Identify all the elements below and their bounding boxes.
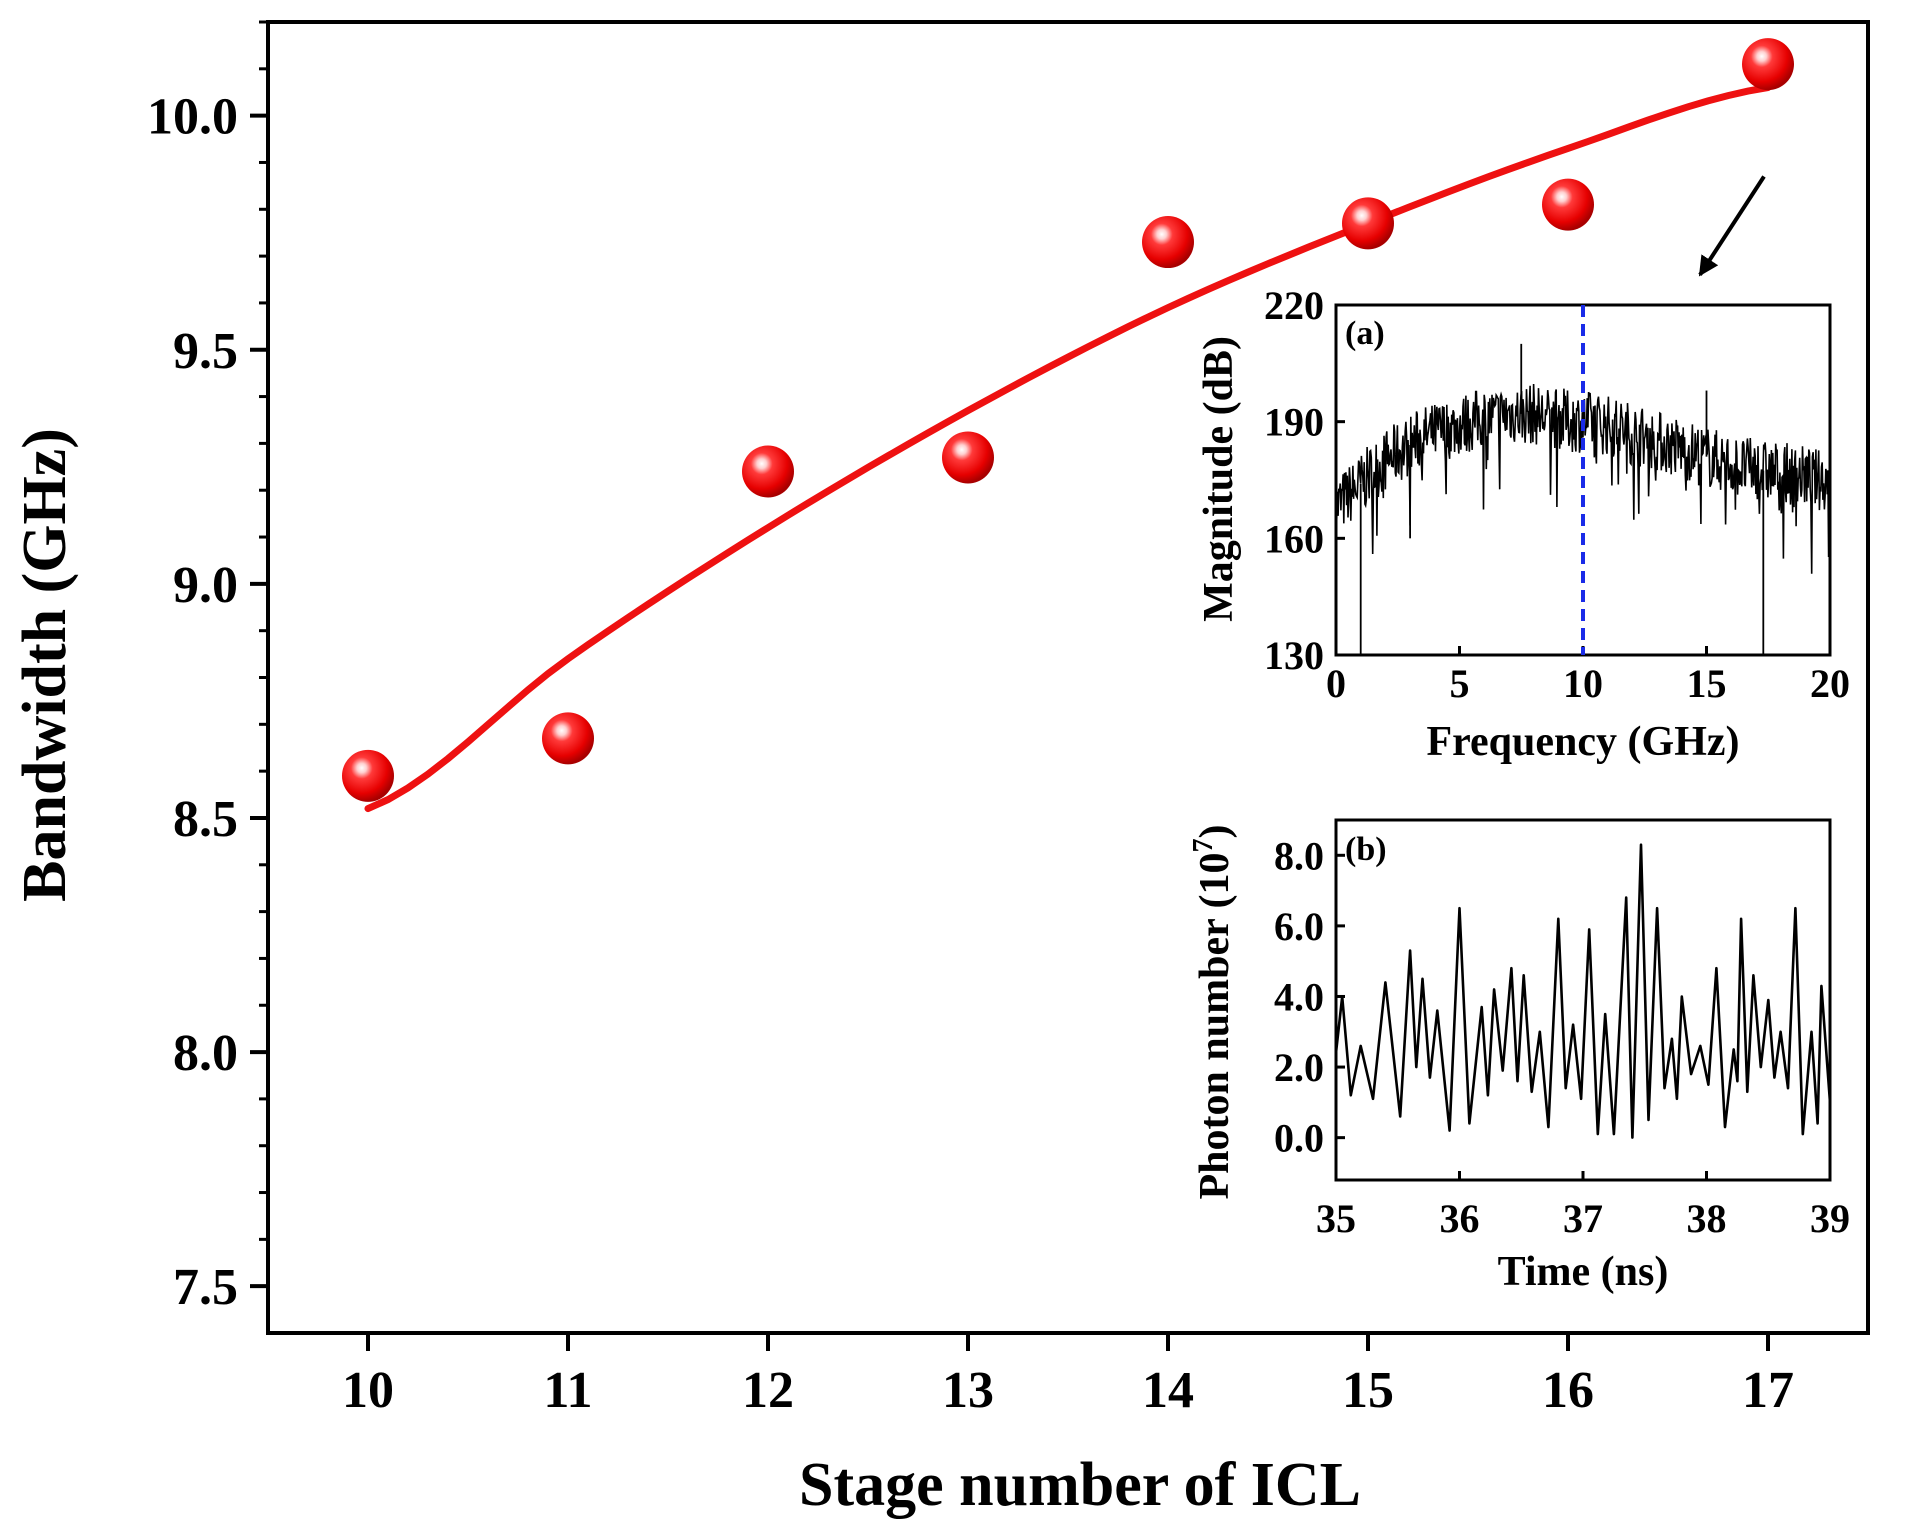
data-point: [1142, 216, 1194, 269]
inset-b-y-tick-label: 4.0: [1274, 974, 1324, 1019]
main-plot-frame: [266, 20, 1870, 1335]
inset-a-x-label: Frequency (GHz): [1427, 719, 1740, 765]
main-chart: 10 11 12 13 14 15 16 17 7.5 8.0 8.5 9.0 9.5 10.0 Sta…: [11, 20, 1870, 1519]
main-y-tick-labels: 7.5 8.0 8.5 9.0 9.5 10.0: [147, 89, 238, 1317]
main-x-tick-label: 15: [1342, 1362, 1394, 1419]
inset-b-y-label: Photon number (107): [1188, 825, 1238, 1200]
inset-a-x-tick-label: 10: [1563, 661, 1603, 706]
inset-b-y-tick-label: 0.0: [1274, 1116, 1324, 1161]
inset-a-y-tick-label: 190: [1264, 400, 1324, 445]
main-x-tick-label: 10: [342, 1362, 394, 1419]
data-point: [542, 712, 594, 765]
spectrum-spikes: [1359, 343, 1765, 655]
fit-curve: [364, 84, 1772, 813]
inset-b-panel-label: (b): [1345, 831, 1387, 868]
inset-a-y-label: Magnitude (dB): [1196, 336, 1242, 622]
inset-a-x-tick-label: 0: [1326, 661, 1346, 706]
arrow-annotation: [1698, 175, 1766, 277]
data-point: [742, 445, 794, 498]
main-x-tick-label: 14: [1142, 1362, 1194, 1419]
photon-number-line: [1334, 843, 1832, 1139]
main-y-tick-label: 9.5: [173, 323, 238, 380]
inset-b-x-tick-label: 36: [1440, 1196, 1480, 1241]
data-point: [1542, 178, 1594, 231]
main-y-tick-label: 8.0: [173, 1025, 238, 1082]
inset-a-x-tick-labels: 0 5 10 15 20: [1326, 661, 1850, 706]
inset-a-y-tick-label: 220: [1264, 283, 1324, 328]
data-point: [942, 431, 994, 484]
inset-a-y-tick-labels: 130 160 190 220: [1264, 283, 1324, 678]
data-point: [1742, 38, 1794, 91]
y-axis-label: Bandwidth (GHz): [11, 428, 79, 902]
inset-b-x-tick-labels: 35 36 37 38 39: [1316, 1196, 1850, 1241]
inset-b-x-tick-label: 38: [1687, 1196, 1727, 1241]
inset-b-ticks: [1334, 853, 1832, 1180]
inset-a-y-tick-label: 130: [1264, 633, 1324, 678]
inset-b-x-tick-label: 39: [1810, 1196, 1850, 1241]
main-y-tick-label: 8.5: [173, 791, 238, 848]
inset-b-x-tick-label: 37: [1563, 1196, 1603, 1241]
main-y-tick-label: 9.0: [173, 557, 238, 614]
inset-b-y-label-base: Photon number (10: [1192, 853, 1238, 1200]
inset-b-y-tick-label: 2.0: [1274, 1045, 1324, 1090]
inset-b-y-tick-labels: 0.0 2.0 4.0 6.0 8.0: [1274, 833, 1324, 1160]
inset-a-x-tick-label: 15: [1687, 661, 1727, 706]
main-x-tick-label: 12: [742, 1362, 794, 1419]
x-axis-label: Stage number of ICL: [799, 1451, 1361, 1519]
inset-a-x-tick-label: 20: [1810, 661, 1850, 706]
main-x-tick-label: 11: [543, 1362, 592, 1419]
inset-b-y-tick-label: 8.0: [1274, 833, 1324, 878]
main-y-tick-label: 7.5: [173, 1259, 238, 1316]
main-x-tick-label: 16: [1542, 1362, 1594, 1419]
main-x-tick-label: 13: [942, 1362, 994, 1419]
inset-a-x-tick-label: 5: [1450, 661, 1470, 706]
data-point: [342, 749, 394, 802]
data-points: [342, 38, 1794, 802]
main-y-tick-label: 10.0: [147, 89, 238, 146]
inset-b-frame: [1334, 818, 1832, 1182]
inset-b-y-label-suffix: ): [1192, 825, 1238, 839]
main-x-tick-labels: 10 11 12 13 14 15 16 17: [342, 1362, 1794, 1419]
spectrum-line: [1335, 383, 1831, 574]
data-point: [1342, 197, 1394, 250]
inset-a: 0 5 10 15 20 130 160 190 220 (a) Frequency (GHz…: [1196, 283, 1850, 765]
inset-b: 35 36 37 38 39 0.0 2.0 4.0 6.0 8.0 (b) Time (ns)…: [1188, 818, 1850, 1295]
inset-a-panel-label: (a): [1345, 315, 1385, 352]
inset-b-x-tick-label: 35: [1316, 1196, 1356, 1241]
main-x-tick-label: 17: [1742, 1362, 1794, 1419]
inset-a-y-tick-label: 160: [1264, 516, 1324, 561]
inset-b-x-label: Time (ns): [1498, 1249, 1669, 1295]
inset-b-y-label-exponent: 7: [1188, 839, 1219, 853]
inset-b-y-tick-label: 6.0: [1274, 904, 1324, 949]
